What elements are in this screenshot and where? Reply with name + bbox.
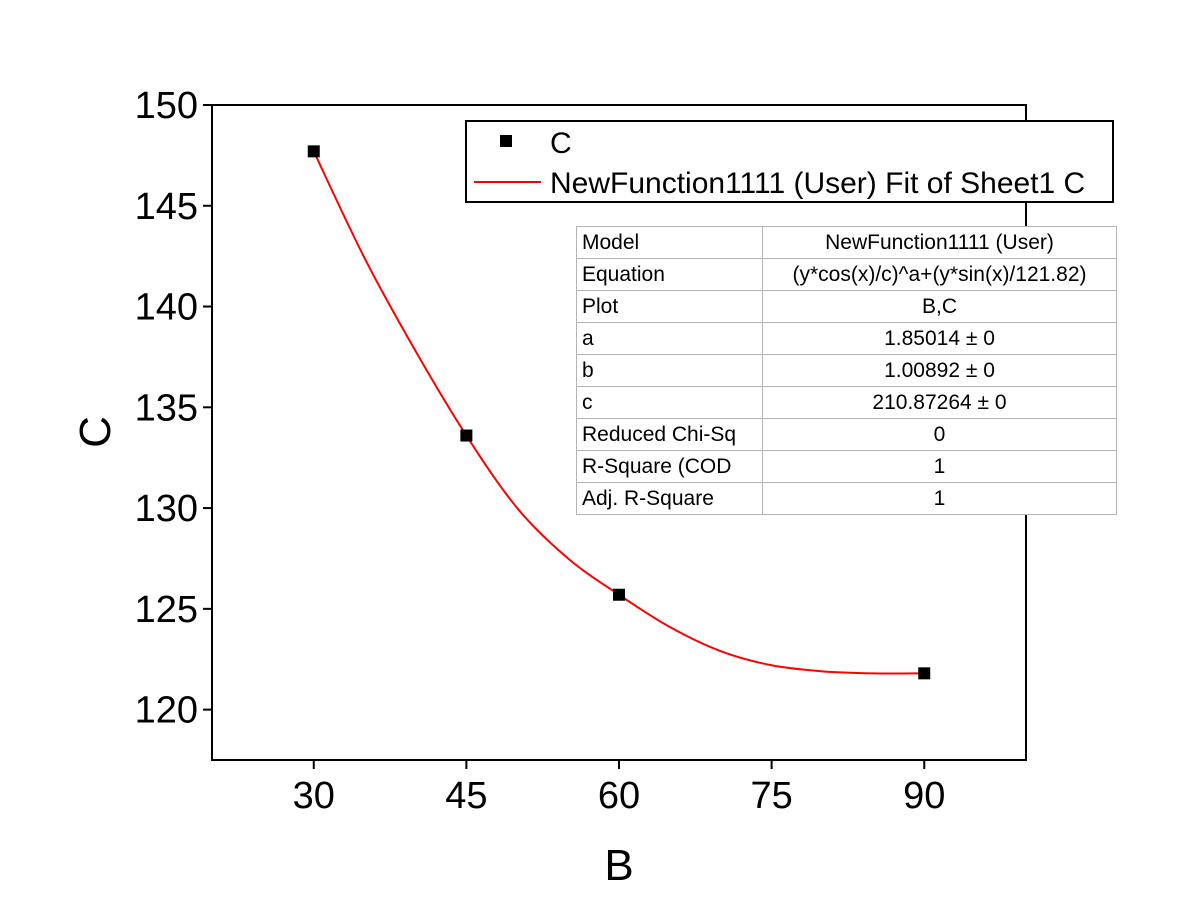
legend-label-c: C xyxy=(550,127,572,160)
parameter-name: Plot xyxy=(576,290,763,323)
y-axis-title: C xyxy=(71,416,120,448)
parameter-value: 1.00892 ± 0 xyxy=(762,354,1117,387)
table-row: Equation (y*cos(x)/c)^a+(y*sin(x)/121.82) xyxy=(576,258,1117,291)
x-axis: 30 45 60 75 90 xyxy=(293,760,945,817)
data-point xyxy=(918,667,931,680)
parameter-name: a xyxy=(576,322,763,355)
y-tick-label: 140 xyxy=(135,287,198,329)
data-point xyxy=(460,429,473,442)
y-axis: 120 125 130 135 140 145 150 xyxy=(135,85,212,732)
data-point xyxy=(613,588,625,601)
fit-curve xyxy=(312,150,925,675)
legend-label-fit: NewFunction1111 (User) Fit of Sheet1 C xyxy=(550,167,1085,200)
legend-marker-c xyxy=(500,135,512,147)
table-row: Model NewFunction1111 (User) xyxy=(576,226,1117,259)
parameter-value: 0 xyxy=(762,418,1117,451)
parameter-value: 1.85014 ± 0 xyxy=(762,322,1117,355)
parameter-value: 1 xyxy=(762,450,1117,483)
y-tick-label: 135 xyxy=(135,387,198,429)
data-point xyxy=(307,145,320,158)
table-row: c 210.87264 ± 0 xyxy=(576,386,1117,419)
parameter-value: NewFunction1111 (User) xyxy=(762,226,1117,259)
y-tick-label: 130 xyxy=(135,488,198,530)
table-row: R-Square (COD 1 xyxy=(576,450,1117,483)
series-layer xyxy=(307,145,931,680)
x-tick-label: 75 xyxy=(750,775,792,817)
parameter-name: b xyxy=(576,354,763,387)
y-tick-label: 145 xyxy=(135,186,198,228)
table-row: Adj. R-Square 1 xyxy=(576,482,1117,515)
y-tick-label: 150 xyxy=(135,85,198,127)
y-tick-label: 125 xyxy=(135,589,198,631)
fit-results-table: Model NewFunction1111 (User) Equation (y*co… xyxy=(576,226,1117,515)
legend-box xyxy=(465,120,1114,203)
parameter-name: Adj. R-Square xyxy=(576,482,763,515)
parameter-name: Reduced Chi-Sq xyxy=(576,418,763,451)
table-row: b 1.00892 ± 0 xyxy=(576,354,1117,387)
table-row: Plot B,C xyxy=(576,290,1117,323)
parameter-name: Equation xyxy=(576,258,763,291)
parameter-name: c xyxy=(576,386,763,419)
y-tick-label: 120 xyxy=(135,690,198,732)
legend: C NewFunction1111 (User) Fit of Sheet1 C xyxy=(465,120,1114,203)
x-tick-label: 90 xyxy=(903,775,945,817)
parameter-value: 210.87264 ± 0 xyxy=(762,386,1117,419)
parameter-name: Model xyxy=(576,226,763,259)
x-tick-label: 45 xyxy=(445,775,487,817)
parameter-value: 1 xyxy=(762,482,1117,515)
x-tick-label: 30 xyxy=(293,775,335,817)
x-tick-label: 60 xyxy=(598,775,640,817)
parameter-value: (y*cos(x)/c)^a+(y*sin(x)/121.82) xyxy=(762,258,1117,291)
table-row: Reduced Chi-Sq 0 xyxy=(576,418,1117,451)
table-row: a 1.85014 ± 0 xyxy=(576,322,1117,355)
parameter-value: B,C xyxy=(762,290,1117,323)
x-axis-title: B xyxy=(604,841,633,890)
parameter-name: R-Square (COD xyxy=(576,450,763,483)
